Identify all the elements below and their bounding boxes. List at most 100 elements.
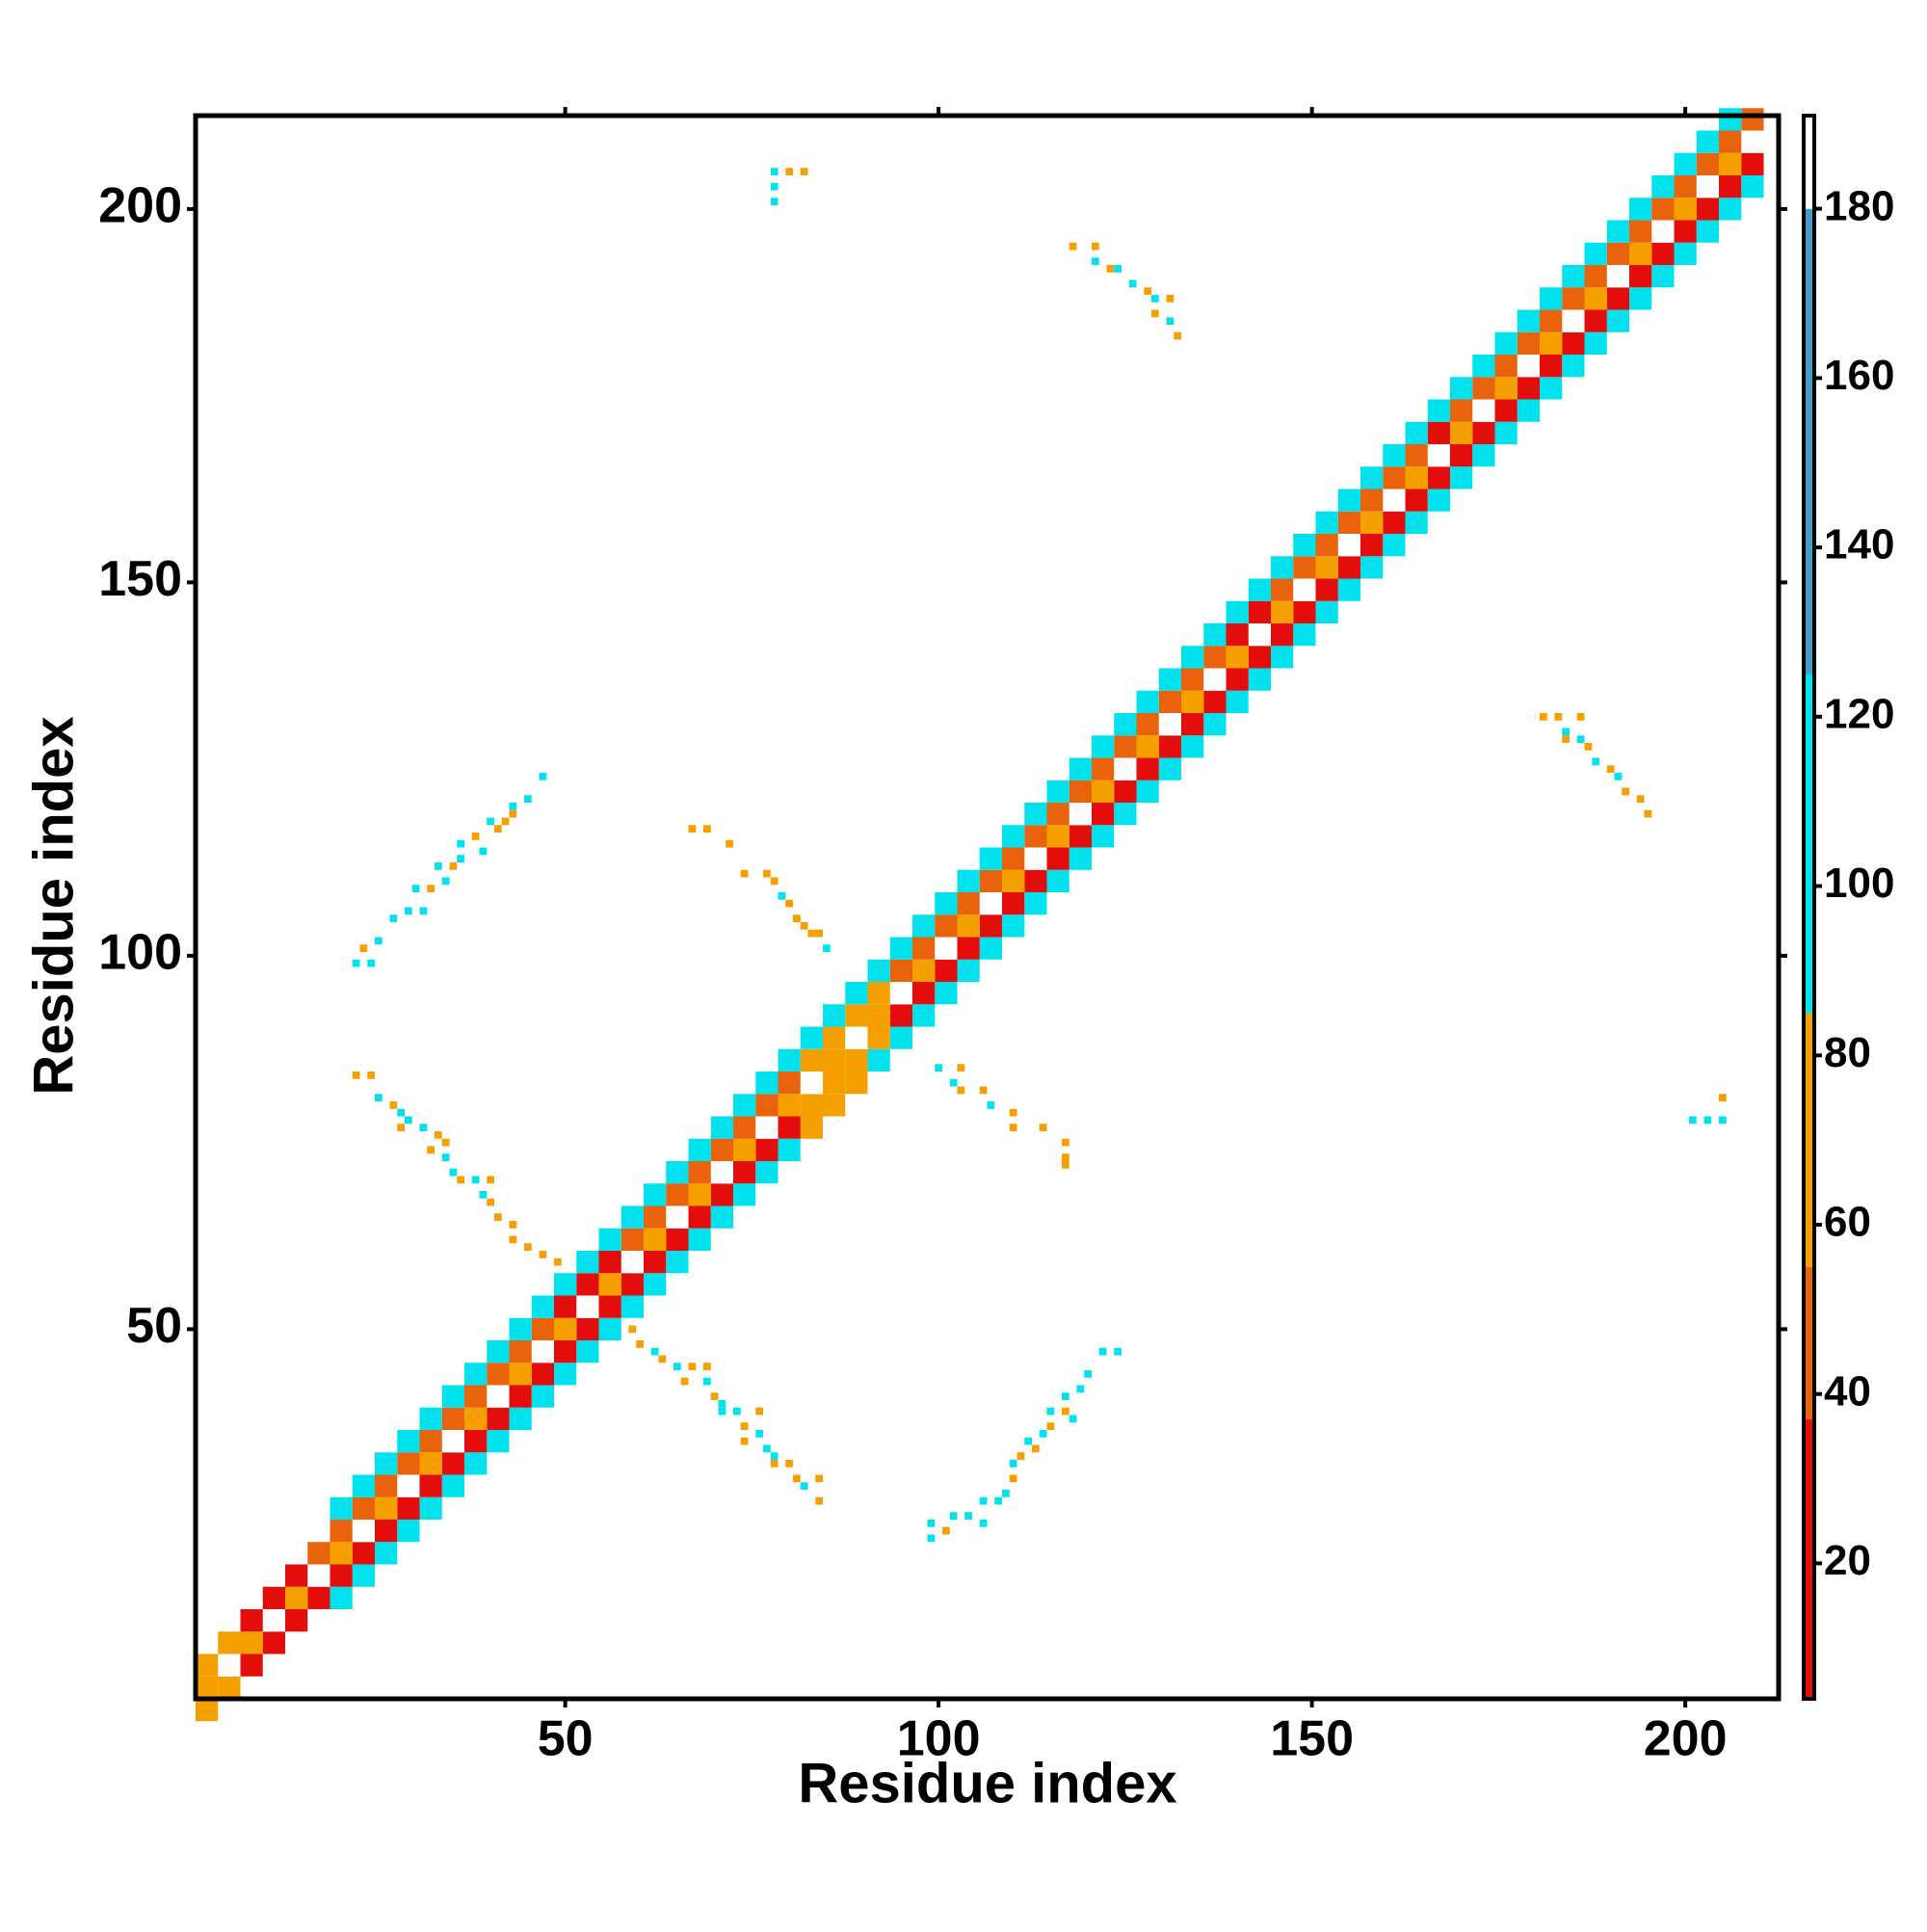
band-cell — [1472, 377, 1495, 400]
band-cell — [1002, 914, 1025, 938]
band-cell — [1069, 825, 1092, 848]
contact-cell — [435, 1131, 442, 1139]
contact-cell — [441, 1153, 450, 1161]
colorbar-tick-label: 180 — [1824, 182, 1894, 229]
band-cell — [330, 1520, 353, 1543]
contact-cell — [987, 1101, 995, 1109]
band-cell — [1069, 847, 1092, 870]
band-cell — [509, 1317, 532, 1340]
band-cell — [330, 1496, 353, 1520]
band-cell — [644, 1205, 667, 1229]
band-cell — [644, 1251, 667, 1274]
band-cell — [598, 1251, 621, 1274]
y-axis-title: Residue index — [22, 716, 85, 1095]
band-cell — [218, 1631, 241, 1654]
contact-cell — [1009, 1124, 1017, 1131]
band-cell — [1405, 511, 1428, 534]
band-cell — [1584, 287, 1607, 310]
contact-cell — [411, 885, 420, 892]
contact-cell — [501, 817, 510, 826]
contact-cell — [979, 1086, 988, 1095]
band-cell — [1024, 825, 1047, 848]
band-cell — [307, 1542, 330, 1565]
contact-cell — [1016, 1452, 1025, 1460]
band-cell — [1562, 265, 1585, 288]
band-cell — [1293, 556, 1316, 579]
band-cell — [1719, 198, 1742, 221]
band-cell — [330, 1586, 353, 1609]
band-cell — [755, 1094, 779, 1117]
band-cell — [1046, 825, 1069, 848]
band-cell — [1562, 331, 1585, 355]
band-cell — [1450, 444, 1473, 467]
band-cell — [1606, 309, 1629, 332]
contact-cell — [1062, 1392, 1069, 1400]
contact-cell — [1562, 735, 1570, 743]
band-cell — [1696, 220, 1719, 243]
contact-cell — [1009, 1108, 1017, 1117]
band-cell — [755, 1161, 779, 1184]
contact-cell — [1576, 713, 1585, 721]
contact-cell — [650, 1347, 659, 1356]
band-cell — [1696, 130, 1719, 153]
band-cell — [1069, 803, 1092, 826]
band-cell — [1315, 600, 1338, 623]
band-cell — [419, 1496, 442, 1520]
band-cell — [1540, 287, 1563, 310]
contact-cell — [1151, 309, 1159, 318]
contact-cell — [1046, 1407, 1055, 1416]
band-cell — [1092, 825, 1115, 848]
band-cell — [1226, 600, 1249, 623]
contact-cell — [471, 833, 480, 840]
band-cell — [935, 892, 958, 915]
band-cell — [1069, 757, 1092, 781]
contact-cell — [1062, 1161, 1069, 1169]
contact-cell — [800, 1482, 808, 1490]
band-cell — [1337, 511, 1360, 534]
band-cell — [823, 1072, 846, 1095]
band-cell — [1427, 421, 1450, 444]
band-cell — [644, 1228, 667, 1251]
y-tick-label: 150 — [98, 551, 182, 607]
band-cell — [419, 1474, 442, 1497]
contact-cell — [471, 1176, 480, 1184]
contact-cell — [979, 1496, 988, 1505]
contact-cell — [927, 1520, 936, 1527]
band-cell — [307, 1586, 330, 1609]
contact-cell — [964, 1512, 972, 1520]
contact-cell — [770, 1460, 779, 1468]
band-cell — [1226, 646, 1249, 669]
x-axis-title: Residue index — [798, 1752, 1176, 1814]
band-cell — [1719, 152, 1742, 175]
band-cell — [778, 1072, 801, 1095]
band-cell — [598, 1317, 621, 1340]
band-cell — [1450, 399, 1473, 422]
band-cell — [979, 869, 1002, 892]
contact-cell — [367, 959, 375, 967]
band-cell — [554, 1273, 577, 1296]
contact-cell — [1719, 1094, 1727, 1101]
band-cell — [1584, 309, 1607, 332]
band-cell — [554, 1317, 577, 1340]
contact-cell — [935, 1064, 942, 1072]
contact-cell — [389, 1101, 398, 1109]
band-cell — [262, 1609, 285, 1632]
contact-cell — [688, 825, 697, 833]
band-cell — [1629, 242, 1652, 265]
band-cell — [419, 1407, 442, 1430]
contact-cell — [1166, 317, 1175, 325]
band-cell — [1540, 377, 1563, 400]
band-cell — [441, 1385, 464, 1408]
contact-cell — [524, 1243, 532, 1251]
contact-cell — [397, 1124, 405, 1131]
band-cell — [800, 1094, 823, 1117]
band-cell — [531, 1385, 554, 1408]
contact-cell — [949, 1512, 958, 1520]
band-cell — [1046, 803, 1069, 826]
contact-cell — [1614, 773, 1623, 781]
contact-cell — [494, 825, 502, 833]
band-cell — [554, 1295, 577, 1318]
band-cell — [778, 1138, 801, 1161]
band-cell — [957, 892, 980, 915]
band-cell — [800, 1026, 823, 1049]
